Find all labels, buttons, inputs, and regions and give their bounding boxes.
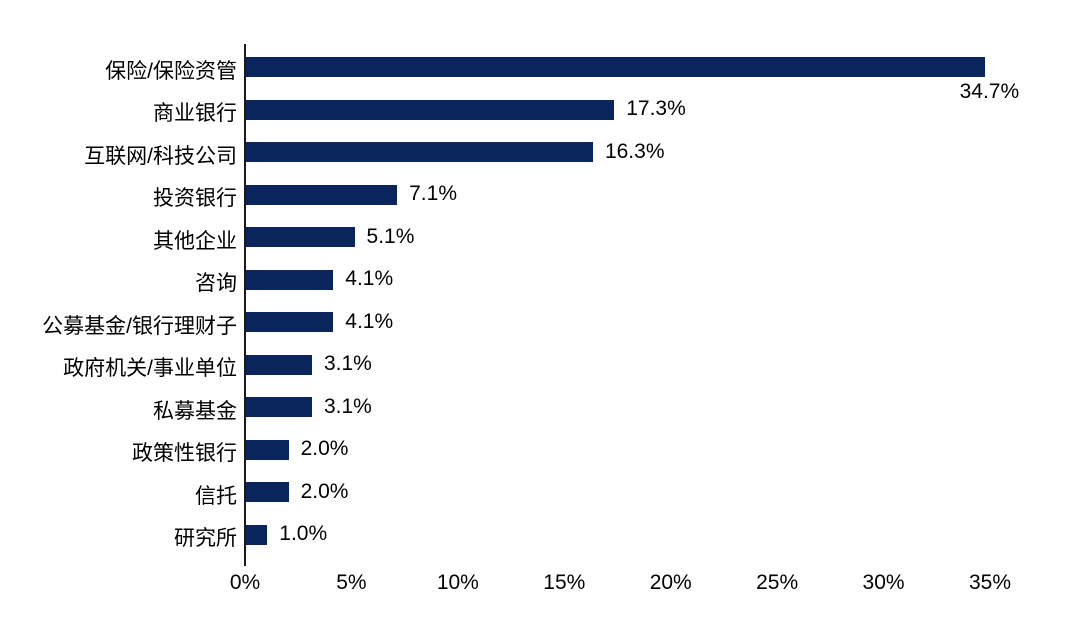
value-label: 2.0% <box>300 437 349 461</box>
bar <box>246 524 268 545</box>
category-label: 公募基金/银行理财子 <box>42 314 237 338</box>
bar <box>246 354 312 375</box>
category-label: 互联网/科技公司 <box>84 144 237 168</box>
category-label: 咨询 <box>195 272 237 296</box>
bar <box>246 269 334 290</box>
value-label: 2.0% <box>300 479 349 503</box>
category-label: 私募基金 <box>153 399 237 423</box>
value-label: 34.7% <box>959 80 1020 104</box>
category-label: 商业银行 <box>153 102 237 126</box>
category-label: 政府机关/事业单位 <box>63 357 237 381</box>
bar <box>246 57 985 78</box>
bar <box>246 184 398 205</box>
value-label: 3.1% <box>323 352 372 376</box>
category-label: 研究所 <box>174 527 237 551</box>
x-axis-tick-label: 5% <box>336 571 367 594</box>
x-axis-tick-label: 35% <box>968 571 1012 594</box>
x-axis-tick-label: 30% <box>862 571 905 594</box>
bar <box>246 439 289 460</box>
value-label: 4.1% <box>345 309 394 333</box>
value-label: 7.1% <box>409 182 457 206</box>
bar <box>246 482 289 503</box>
value-label: 3.1% <box>323 394 372 418</box>
value-label: 1.0% <box>279 522 328 546</box>
category-label: 保险/保险资管 <box>105 59 237 83</box>
value-label: 17.3% <box>626 97 686 121</box>
category-label: 政策性银行 <box>132 442 237 466</box>
bar <box>246 312 334 333</box>
bar <box>246 397 312 418</box>
value-label: 5.1% <box>366 224 415 248</box>
x-axis-tick-label: 20% <box>649 571 692 594</box>
x-axis-tick-label: 15% <box>543 571 586 594</box>
value-label: 4.1% <box>345 267 394 291</box>
category-label: 其他企业 <box>153 229 237 253</box>
bar <box>246 227 355 248</box>
x-axis-tick-label: 0% <box>229 571 261 594</box>
category-label: 信托 <box>195 484 237 508</box>
x-axis-tick-label: 25% <box>756 571 799 594</box>
bar <box>246 142 593 163</box>
category-label: 投资银行 <box>153 187 237 211</box>
y-axis-line <box>244 44 246 566</box>
bar <box>246 99 615 120</box>
x-axis-tick-label: 10% <box>436 571 479 594</box>
value-label: 16.3% <box>604 139 665 163</box>
